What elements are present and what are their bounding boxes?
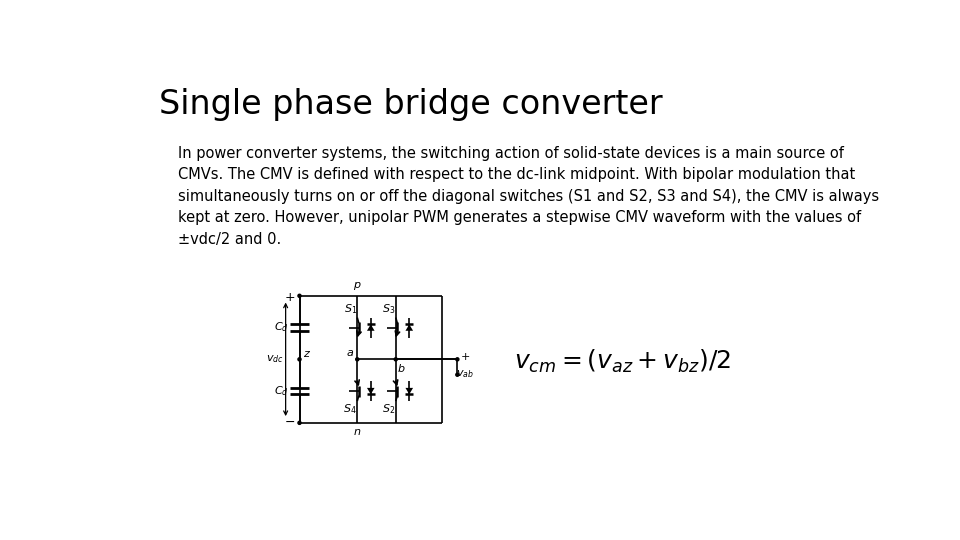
Polygon shape [405,388,413,394]
Circle shape [456,373,459,376]
Text: $S_2$: $S_2$ [382,403,396,416]
Text: $p$: $p$ [353,280,362,292]
Circle shape [395,358,397,361]
Text: $C_d$: $C_d$ [274,321,289,334]
Text: $b$: $b$ [397,362,406,374]
Text: $v_{dc}$: $v_{dc}$ [266,353,283,365]
Polygon shape [367,325,374,331]
Polygon shape [405,325,413,331]
Text: $C_d$: $C_d$ [274,384,289,398]
Text: $S_3$: $S_3$ [382,302,396,316]
Text: In power converter systems, the switching action of solid-state devices is a mai: In power converter systems, the switchin… [178,146,879,247]
Text: $v_{cm} = (v_{az} + v_{bz})/2$: $v_{cm} = (v_{az} + v_{bz})/2$ [515,348,732,375]
Text: $S_1$: $S_1$ [344,302,357,316]
Circle shape [456,358,459,361]
Circle shape [356,358,359,361]
Text: $S_4$: $S_4$ [344,403,357,416]
Circle shape [298,358,301,361]
Text: $v_{ab}$: $v_{ab}$ [456,369,473,380]
Text: +: + [284,291,295,304]
Text: $-$: $-$ [284,415,295,428]
Circle shape [298,421,301,424]
Text: $a$: $a$ [347,348,354,358]
Text: +: + [461,352,469,362]
Circle shape [298,294,301,298]
Text: Single phase bridge converter: Single phase bridge converter [159,88,663,121]
Text: $n$: $n$ [353,427,361,437]
Text: $z$: $z$ [302,348,311,359]
Polygon shape [367,388,374,394]
